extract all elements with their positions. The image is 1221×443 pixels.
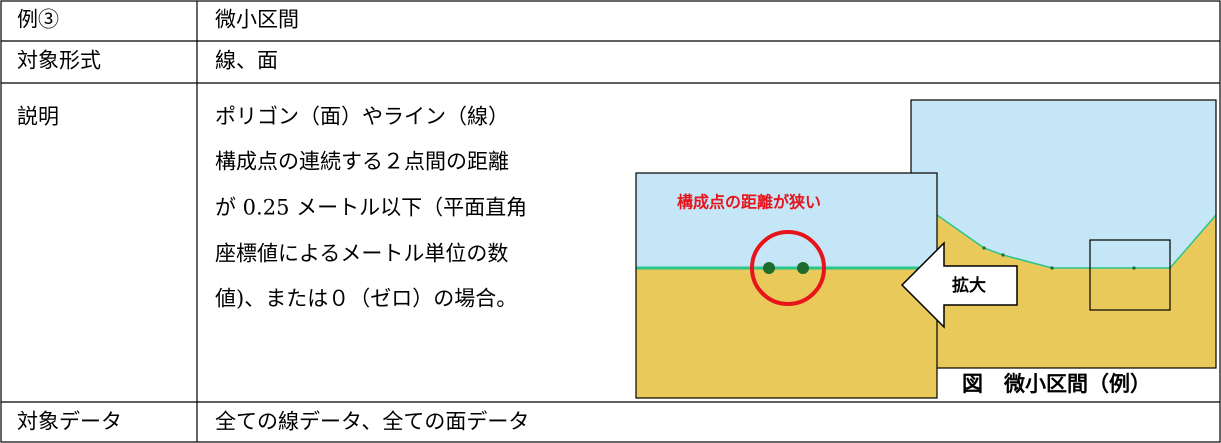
detail-panel — [635, 172, 938, 399]
description-line: 構成点の連続する２点間の距離 — [215, 150, 509, 174]
description-line: 値)、または０（ゼロ）の場合。 — [215, 287, 517, 311]
row-value: 線、面 — [215, 49, 278, 73]
arrow-label: 拡大 — [952, 275, 986, 296]
row-label: 説明 — [17, 105, 59, 129]
row-label: 対象データ — [17, 410, 122, 434]
row-label: 例③ — [17, 8, 59, 32]
row-value: 全ての線データ、全ての面データ — [215, 410, 529, 434]
description-line: 座標値によるメートル単位の数 — [215, 242, 508, 266]
row-value: 微小区間 — [215, 8, 299, 32]
description-line: ポリゴン（面）やライン（線） — [215, 105, 509, 129]
figure-caption: 図 微小区間（例） — [962, 372, 1151, 396]
description-line: が 0.25 メートル以下（平面直角 — [215, 196, 527, 220]
label-column — [1, 1, 197, 442]
zoom-arrow — [900, 241, 1018, 329]
figure-note: 構成点の距離が狭い — [677, 193, 821, 212]
zoomed-panel — [910, 99, 1217, 369]
row-label: 対象形式 — [17, 49, 101, 73]
